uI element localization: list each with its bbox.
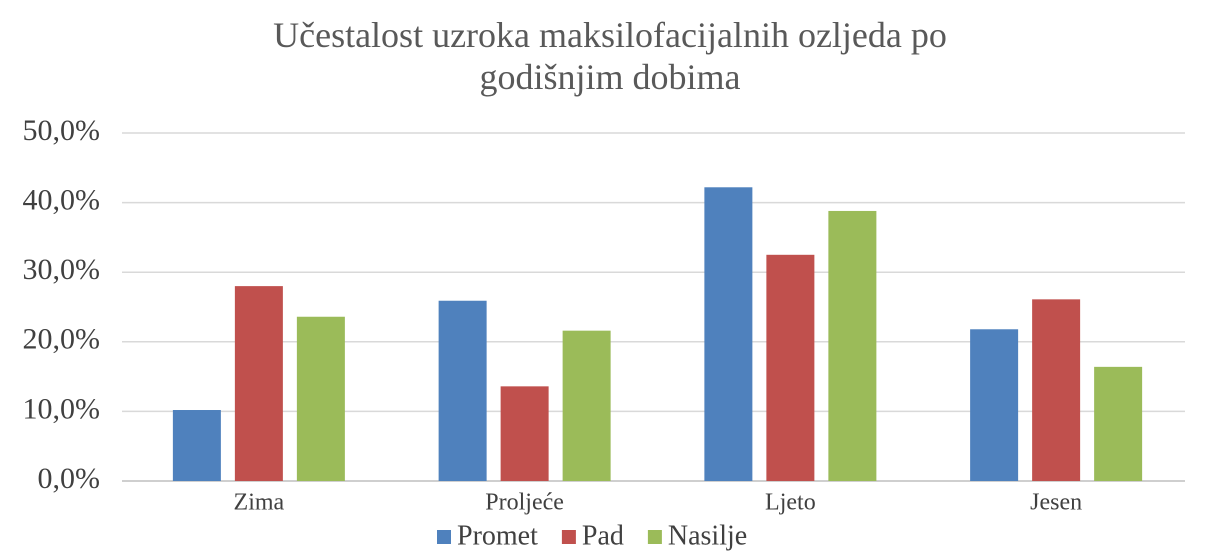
bar xyxy=(704,187,753,481)
y-tick-label: 40,0% xyxy=(23,183,101,216)
bar xyxy=(828,210,877,481)
x-tick-label: Ljeto xyxy=(765,490,816,516)
x-tick-label: Proljeće xyxy=(485,490,564,516)
y-tick-label: 20,0% xyxy=(23,323,101,356)
chart-title: Učestalost uzroka maksilofacijalnih ozlj… xyxy=(273,15,947,97)
x-tick-label: Zima xyxy=(234,490,285,516)
x-tick-label: Jesen xyxy=(1030,490,1082,516)
y-tick-label: 0,0% xyxy=(38,462,101,495)
legend-label: Promet xyxy=(457,520,538,551)
legend-label: Pad xyxy=(582,520,624,551)
bar xyxy=(1032,299,1081,481)
bar xyxy=(1094,366,1143,481)
bar xyxy=(970,329,1019,481)
legend-label: Nasilje xyxy=(668,520,747,551)
bar xyxy=(766,254,815,481)
y-tick-label: 30,0% xyxy=(23,253,101,286)
bar xyxy=(500,386,549,481)
bar xyxy=(296,316,345,481)
y-tick-label: 10,0% xyxy=(23,392,101,425)
bar xyxy=(438,300,487,481)
bar xyxy=(234,286,283,481)
legend-swatch xyxy=(561,530,576,544)
legend-swatch xyxy=(437,530,451,544)
bar xyxy=(172,410,221,481)
y-tick-label: 50,0% xyxy=(23,114,101,147)
bar xyxy=(562,330,611,481)
legend-swatch xyxy=(647,530,662,544)
